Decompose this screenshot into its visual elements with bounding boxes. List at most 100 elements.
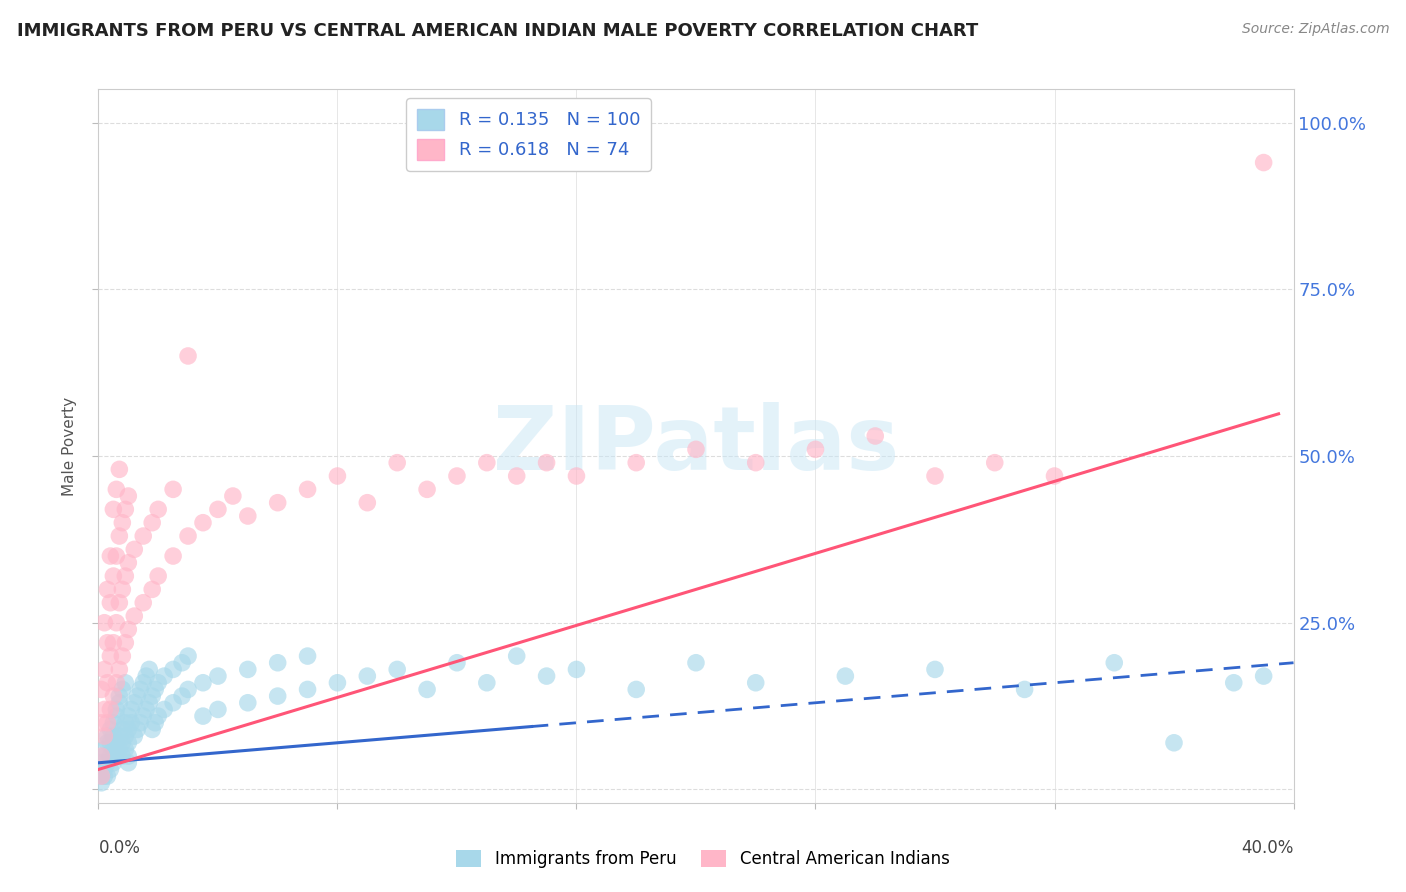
Point bbox=[565, 662, 588, 676]
Point bbox=[297, 682, 319, 697]
Point bbox=[93, 749, 115, 764]
Point bbox=[127, 689, 149, 703]
Point bbox=[143, 682, 166, 697]
Point bbox=[111, 682, 134, 697]
Point bbox=[626, 682, 648, 697]
Point bbox=[416, 483, 439, 497]
Point bbox=[124, 696, 146, 710]
Point bbox=[103, 756, 125, 770]
Point bbox=[153, 702, 176, 716]
Text: 40.0%: 40.0% bbox=[1241, 838, 1294, 856]
Point bbox=[132, 529, 155, 543]
Point bbox=[90, 769, 112, 783]
Point bbox=[177, 649, 200, 664]
Point bbox=[117, 723, 139, 737]
Point bbox=[685, 442, 707, 457]
Point bbox=[1253, 669, 1275, 683]
Point bbox=[207, 702, 229, 716]
Point bbox=[105, 709, 128, 723]
Point bbox=[127, 723, 149, 737]
Point bbox=[96, 715, 118, 730]
Point bbox=[132, 675, 155, 690]
Point bbox=[111, 723, 134, 737]
Point bbox=[108, 462, 131, 476]
Point bbox=[162, 696, 184, 710]
Point bbox=[141, 689, 163, 703]
Point bbox=[96, 582, 118, 597]
Point bbox=[924, 469, 946, 483]
Point bbox=[207, 502, 229, 516]
Point bbox=[98, 749, 122, 764]
Point bbox=[172, 656, 194, 670]
Legend: R = 0.135   N = 100, R = 0.618   N = 74: R = 0.135 N = 100, R = 0.618 N = 74 bbox=[406, 98, 651, 170]
Point bbox=[222, 489, 245, 503]
Point bbox=[90, 756, 112, 770]
Point bbox=[93, 702, 115, 716]
Point bbox=[96, 756, 118, 770]
Point bbox=[138, 696, 160, 710]
Point bbox=[236, 509, 259, 524]
Point bbox=[114, 569, 136, 583]
Point bbox=[148, 569, 170, 583]
Point bbox=[117, 749, 139, 764]
Point bbox=[141, 516, 163, 530]
Point bbox=[924, 662, 946, 676]
Point bbox=[117, 736, 139, 750]
Point bbox=[446, 469, 468, 483]
Point bbox=[129, 715, 152, 730]
Point bbox=[96, 769, 118, 783]
Point bbox=[626, 456, 648, 470]
Point bbox=[98, 763, 122, 777]
Point bbox=[103, 502, 125, 516]
Point bbox=[96, 729, 118, 743]
Text: 0.0%: 0.0% bbox=[98, 838, 141, 856]
Point bbox=[98, 736, 122, 750]
Point bbox=[143, 715, 166, 730]
Point bbox=[177, 682, 200, 697]
Point bbox=[132, 596, 155, 610]
Point bbox=[191, 675, 214, 690]
Point bbox=[745, 456, 768, 470]
Point bbox=[685, 656, 707, 670]
Point bbox=[93, 662, 115, 676]
Point bbox=[105, 549, 128, 563]
Point bbox=[297, 649, 319, 664]
Point bbox=[114, 502, 136, 516]
Point bbox=[536, 669, 558, 683]
Point bbox=[93, 763, 115, 777]
Point bbox=[105, 615, 128, 630]
Point bbox=[117, 623, 139, 637]
Point bbox=[105, 749, 128, 764]
Point bbox=[98, 596, 122, 610]
Point bbox=[135, 669, 157, 683]
Point bbox=[1104, 656, 1126, 670]
Point bbox=[108, 742, 131, 756]
Point bbox=[1014, 682, 1036, 697]
Point bbox=[1253, 155, 1275, 169]
Point bbox=[117, 556, 139, 570]
Point bbox=[111, 749, 134, 764]
Point bbox=[117, 489, 139, 503]
Point bbox=[96, 675, 118, 690]
Point bbox=[98, 549, 122, 563]
Point bbox=[114, 675, 136, 690]
Point bbox=[745, 675, 768, 690]
Point bbox=[103, 715, 125, 730]
Point bbox=[236, 696, 259, 710]
Point bbox=[120, 702, 142, 716]
Point bbox=[105, 483, 128, 497]
Point bbox=[90, 749, 112, 764]
Point bbox=[90, 763, 112, 777]
Point bbox=[90, 715, 112, 730]
Point bbox=[172, 689, 194, 703]
Point bbox=[141, 723, 163, 737]
Point bbox=[135, 702, 157, 716]
Point bbox=[108, 596, 131, 610]
Point bbox=[1043, 469, 1066, 483]
Point bbox=[267, 656, 290, 670]
Point bbox=[98, 723, 122, 737]
Text: ZIPatlas: ZIPatlas bbox=[494, 402, 898, 490]
Point bbox=[506, 469, 529, 483]
Point bbox=[148, 675, 170, 690]
Point bbox=[148, 502, 170, 516]
